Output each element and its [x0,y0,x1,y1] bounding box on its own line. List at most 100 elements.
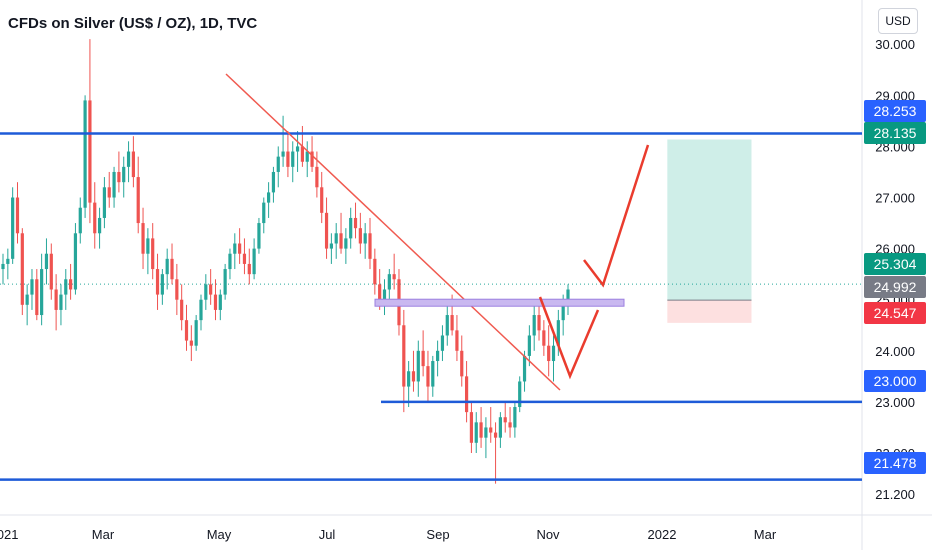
price-tick-label: 21.200 [875,487,915,502]
time-tick-label: Sep [426,527,449,542]
candle-body [204,284,208,300]
candle-body [556,320,560,346]
candle-body [247,263,251,275]
candle-body [469,412,474,443]
candle-body [503,417,507,423]
candle-body [180,299,184,321]
price-tag-label: 21.478 [874,455,917,471]
loss-zone [667,300,752,323]
candle-body [49,253,53,290]
candle-body [170,258,174,280]
candle-body [542,330,546,346]
candle-body [532,315,536,336]
time-tick-label: Mar [754,527,777,542]
candle-body [252,248,256,275]
candle-body [40,269,44,316]
candle-body [112,171,116,198]
candle-body [513,407,517,428]
candle-body [320,187,324,213]
candle-body [484,427,488,438]
candle-body [189,340,193,346]
candle-body [165,258,169,275]
candle-body [479,422,483,438]
price-tag-label: 23.000 [874,373,917,389]
candle-body [537,315,541,331]
candle-body [489,427,493,433]
trendline [225,73,561,391]
candle-body [209,284,213,295]
candle-body [11,197,15,259]
candle-body [392,274,396,280]
candle-body [69,279,73,290]
candle-body [527,335,531,356]
chart-drawings-back [0,139,862,323]
price-tag-label: 28.135 [874,125,917,141]
projection-path-up [583,144,650,288]
candle-body [15,197,20,234]
candle-body [64,279,68,295]
candle-body [522,355,527,382]
price-tag [864,100,926,122]
candle-body [402,325,406,387]
candle-body [551,345,556,362]
candle-body [141,223,145,254]
candle-body [160,274,164,295]
candle-body [300,146,305,162]
breakout-zone [374,298,625,307]
price-tick-label: 23.000 [875,395,915,410]
candle-body [175,279,179,300]
price-tag [864,370,926,392]
candle-body [547,345,551,362]
candle-body [73,233,78,290]
price-tag-label: 28.253 [874,103,917,119]
candle-body [146,238,150,254]
candle-body [421,350,425,367]
candle-body [353,217,358,229]
candle-body [155,269,160,295]
price-tag [864,276,926,298]
candle-body [368,233,372,259]
price-tick-label: 29.000 [875,88,915,103]
candle-body [88,100,92,203]
candle-body [131,151,135,178]
time-axis[interactable]: 2021 Mar May Jul Sep Nov 2022 Mar [0,527,777,542]
projection-path-down [538,296,600,380]
candle-body [1,263,5,270]
candle-body [184,320,189,341]
candle-body [426,366,430,387]
candle-body [276,156,280,172]
candle-body [97,217,102,234]
candle-body [6,258,10,264]
candle-body [431,361,435,387]
price-tick-label: 26.000 [875,242,915,257]
candle-body [508,422,512,428]
candle-body [455,330,459,351]
candle-body [445,315,449,336]
price-tag [864,122,926,144]
chart-drawings-front [0,73,862,481]
candle-body [257,223,261,249]
candle-body [407,371,411,387]
time-tick-label: 2022 [648,527,677,542]
candle-body [107,187,111,198]
price-tag [864,253,926,275]
candle-body [440,335,445,351]
price-tick-label: 27.000 [875,191,915,206]
candle-body [194,320,198,346]
time-tick-label: Jul [319,527,336,542]
candle-body [344,238,348,249]
price-tick-label: 24.000 [875,344,915,359]
candles [1,39,570,484]
currency-button[interactable]: USD [878,8,918,34]
candle-body [281,151,285,157]
candle-body [20,233,24,305]
candle-body [329,243,333,249]
candle-body [464,376,469,413]
candle-body [213,294,218,310]
candle-body [561,304,565,321]
candle-body [83,100,87,208]
candle-body [387,274,391,290]
candle-body [358,228,362,244]
